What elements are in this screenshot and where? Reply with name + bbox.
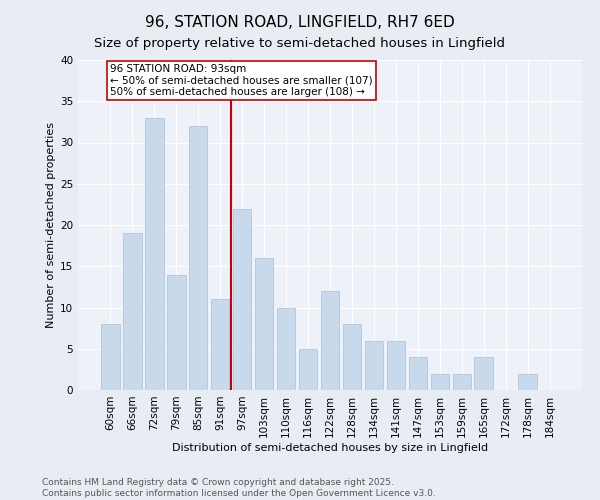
Text: 96 STATION ROAD: 93sqm
← 50% of semi-detached houses are smaller (107)
50% of se: 96 STATION ROAD: 93sqm ← 50% of semi-det… [110,64,373,98]
Bar [475,357,493,390]
Bar [518,374,537,390]
Bar [452,374,471,390]
Text: Contains HM Land Registry data © Crown copyright and database right 2025.
Contai: Contains HM Land Registry data © Crown c… [42,478,436,498]
Bar [123,233,142,390]
Text: Size of property relative to semi-detached houses in Lingfield: Size of property relative to semi-detach… [95,38,505,51]
Text: 96, STATION ROAD, LINGFIELD, RH7 6ED: 96, STATION ROAD, LINGFIELD, RH7 6ED [145,15,455,30]
Bar [386,340,405,390]
Bar [343,324,361,390]
Bar [101,324,119,390]
X-axis label: Distribution of semi-detached houses by size in Lingfield: Distribution of semi-detached houses by … [172,442,488,452]
Bar [409,357,427,390]
Y-axis label: Number of semi-detached properties: Number of semi-detached properties [46,122,56,328]
Bar [320,291,340,390]
Bar [189,126,208,390]
Bar [145,118,164,390]
Bar [365,340,383,390]
Bar [211,299,229,390]
Bar [255,258,274,390]
Bar [277,308,295,390]
Bar [167,274,185,390]
Bar [299,349,317,390]
Bar [431,374,449,390]
Bar [233,208,251,390]
